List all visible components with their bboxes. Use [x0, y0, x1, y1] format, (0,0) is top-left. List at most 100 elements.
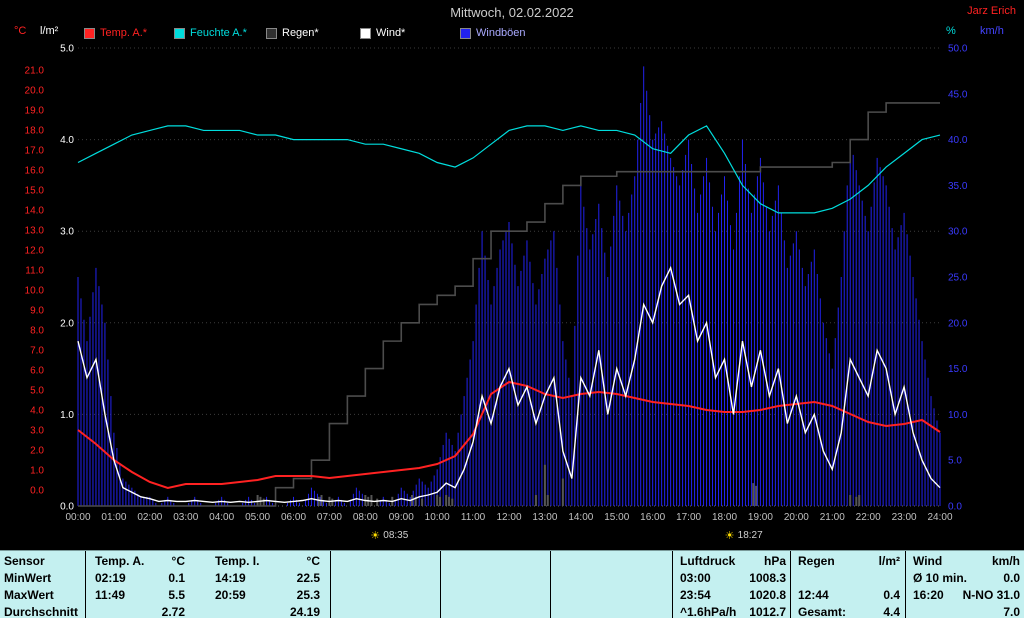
- table-divider: [330, 551, 331, 618]
- stat-wind-max-time: 16:20: [913, 588, 944, 602]
- x-axis-tick: 06:00: [281, 512, 306, 523]
- x-axis-tick: 22:00: [856, 512, 881, 523]
- stat-temp-a-avg: 2.72: [161, 605, 185, 618]
- temp-axis-tick: 9.0: [30, 306, 44, 317]
- stat-wind-avg: 7.0: [1003, 605, 1020, 618]
- stat-rain-total-label: Gesamt:: [798, 605, 847, 618]
- sunrise-icon: ☀: [370, 530, 380, 542]
- temp-axis-tick: 4.0: [30, 406, 44, 417]
- legend-label: Windböen: [476, 27, 526, 39]
- table-divider: [672, 551, 673, 618]
- wind-axis-tick: 45.0: [948, 89, 968, 100]
- chart-title: Mittwoch, 02.02.2022: [450, 5, 574, 20]
- wind-axis-tick: 40.0: [948, 135, 968, 146]
- stat-row-label-avg: Durchschnitt: [4, 605, 79, 618]
- stat-wind-min-value: 0.0: [1003, 571, 1020, 585]
- stat-header-pressure-unit: hPa: [763, 554, 786, 568]
- legend-label: Wind*: [376, 27, 406, 39]
- temp-swatch-icon: [84, 27, 95, 39]
- temp-axis-tick: 10.0: [25, 286, 45, 297]
- table-divider: [440, 551, 441, 618]
- temp-axis-tick: 3.0: [30, 426, 44, 437]
- temp-axis-tick: 20.0: [25, 86, 45, 97]
- wind-swatch-icon: [360, 27, 371, 39]
- stat-header-temp-i-unit: °C: [306, 554, 320, 568]
- rain-axis-tick: 2.0: [60, 318, 74, 329]
- wind-axis-tick: 10.0: [948, 410, 968, 421]
- table-divider: [905, 551, 906, 618]
- rain-axis-header: l/m²: [40, 25, 59, 37]
- temp-axis-tick: 2.0: [30, 446, 44, 457]
- stat-temp-a-min-value: 0.1: [168, 571, 185, 585]
- stat-temp-i-min-time: 14:19: [215, 571, 246, 585]
- temp-axis-tick: 11.0: [25, 266, 44, 277]
- x-axis-tick: 14:00: [568, 512, 593, 523]
- rain-cumulative-line: [78, 102, 940, 507]
- legend-label: Feuchte A.*: [190, 27, 247, 39]
- temp-axis-tick: 5.0: [30, 386, 44, 397]
- x-axis-tick: 10:00: [425, 512, 450, 523]
- stat-wind-max-value: N-NO 31.0: [962, 588, 1020, 602]
- rain-axis-tick: 3.0: [60, 227, 74, 238]
- wind-axis-tick: 50.0: [948, 44, 968, 55]
- x-axis-tick: 23:00: [892, 512, 917, 523]
- stat-temp-i-min-value: 22.5: [296, 571, 320, 585]
- humidity-swatch-icon: [174, 27, 185, 39]
- x-axis-tick: 09:00: [389, 512, 414, 523]
- wind-axis-tick: 35.0: [948, 181, 968, 192]
- x-axis-tick: 20:00: [784, 512, 809, 523]
- wind-axis-tick: 25.0: [948, 273, 968, 284]
- stat-temp-a-max-value: 5.5: [168, 588, 185, 602]
- temp-a-line: [77, 380, 941, 490]
- stat-rain-total: 4.4: [883, 605, 900, 618]
- stats-table: Sensor Temp. A. °C Temp. I. °C Luftdruck…: [0, 550, 1024, 618]
- x-axis-tick: 07:00: [317, 512, 342, 523]
- legend-item-humidity: Feuchte A.*: [174, 27, 247, 39]
- x-axis-tick: 04:00: [209, 512, 234, 523]
- stat-temp-i-max-value: 25.3: [296, 588, 320, 602]
- stat-rain-max-value: 0.4: [883, 588, 900, 602]
- stat-header-wind: Wind: [913, 554, 943, 568]
- x-axis-tick: 19:00: [748, 512, 773, 523]
- table-divider: [85, 551, 86, 618]
- legend-item-gusts: Windböen: [460, 27, 526, 39]
- temp-axis-tick: 6.0: [30, 366, 44, 377]
- rain-axis-tick: 0.0: [60, 502, 74, 513]
- wind-axis-tick: 0.0: [948, 502, 962, 513]
- table-divider: [550, 551, 551, 618]
- x-axis-tick: 16:00: [640, 512, 665, 523]
- legend-item-wind: Wind*: [360, 27, 405, 39]
- temp-axis-tick: 0.0: [30, 486, 44, 497]
- x-axis-tick: 24:00: [927, 512, 952, 523]
- wind-axis-tick: 15.0: [948, 364, 968, 375]
- x-axis-tick: 11:00: [461, 512, 486, 523]
- stat-header-pressure: Luftdruck: [680, 554, 736, 568]
- stat-header-wind-unit: km/h: [991, 554, 1020, 568]
- x-axis-tick: 17:00: [676, 512, 701, 523]
- humidity-line: [77, 125, 941, 214]
- stat-row-label-max: MaxWert: [4, 588, 54, 602]
- rain-axis-tick: 4.0: [60, 135, 74, 146]
- temp-axis-tick: 13.0: [25, 226, 45, 237]
- sunset-icon: ☀: [725, 530, 735, 542]
- x-axis-tick: 21:00: [820, 512, 845, 523]
- x-axis-tick: 15:00: [604, 512, 629, 523]
- temp-axis-tick: 14.0: [25, 206, 45, 217]
- temp-axis-tick: 17.0: [25, 146, 45, 157]
- rain-swatch-icon: [266, 27, 277, 39]
- x-axis-tick: 03:00: [173, 512, 198, 523]
- stat-pressure-max-time: 23:54: [680, 588, 711, 602]
- x-axis-tick: 02:00: [137, 512, 162, 523]
- author-label: Jarz Erich: [967, 5, 1016, 17]
- stat-rain-max-time: 12:44: [798, 588, 829, 602]
- temp-axis-tick: 7.0: [30, 346, 44, 357]
- chart-legend: Temp. A.* Feuchte A.* Regen* Wind* Windb…: [0, 27, 1024, 41]
- x-axis-tick: 00:00: [65, 512, 90, 523]
- stat-header-temp-a: Temp. A.: [95, 554, 145, 568]
- legend-item-rain: Regen*: [266, 27, 319, 39]
- legend-item-temp: Temp. A.*: [84, 27, 147, 39]
- x-axis-tick: 12:00: [496, 512, 521, 523]
- stat-header-sensor: Sensor: [4, 554, 45, 568]
- sunrise-time: 08:35: [383, 530, 408, 541]
